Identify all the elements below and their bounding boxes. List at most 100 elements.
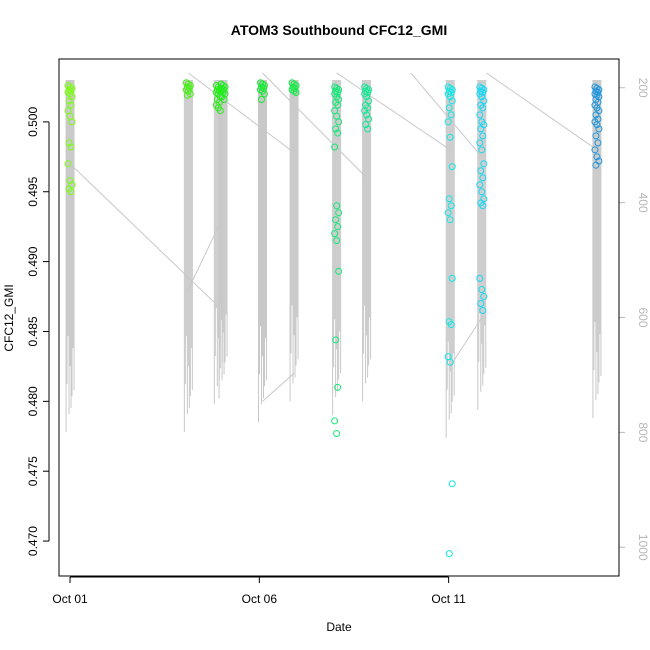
data-point bbox=[364, 125, 372, 133]
data-point bbox=[334, 101, 342, 109]
data-point bbox=[333, 237, 341, 245]
transit-lines bbox=[69, 72, 598, 402]
y-tick-label: 0.470 bbox=[26, 526, 40, 556]
data-point bbox=[332, 125, 340, 133]
data-point bbox=[476, 181, 484, 189]
transit-line bbox=[449, 317, 483, 367]
transit-line bbox=[486, 72, 598, 151]
transit-line bbox=[188, 72, 295, 154]
data-point bbox=[219, 89, 227, 97]
data-point bbox=[67, 188, 75, 196]
data-point bbox=[448, 480, 456, 488]
data-point bbox=[445, 104, 453, 112]
data-point bbox=[290, 87, 298, 95]
x-tick-label: Oct 06 bbox=[242, 592, 278, 606]
data-point bbox=[361, 107, 369, 115]
data-point bbox=[446, 216, 454, 224]
data-point bbox=[365, 115, 373, 123]
data-point bbox=[478, 146, 486, 154]
transit-line bbox=[410, 72, 483, 158]
data-point bbox=[64, 89, 72, 97]
y-tick-label: 0.475 bbox=[26, 456, 40, 486]
data-point bbox=[333, 429, 341, 437]
data-point bbox=[448, 274, 456, 282]
data-point bbox=[446, 133, 454, 141]
data-point bbox=[593, 91, 601, 99]
y-tick-label: 0.495 bbox=[26, 176, 40, 206]
data-point bbox=[331, 417, 339, 425]
data-point bbox=[256, 86, 264, 94]
data-point bbox=[478, 188, 486, 196]
data-point bbox=[212, 89, 220, 97]
data-point bbox=[363, 93, 371, 101]
transit-line bbox=[336, 72, 451, 151]
data-point bbox=[594, 139, 602, 147]
data-point bbox=[477, 167, 485, 175]
data-point bbox=[363, 111, 371, 119]
data-point bbox=[220, 96, 228, 104]
data-point bbox=[592, 111, 600, 119]
data-point bbox=[332, 336, 340, 344]
data-point bbox=[478, 93, 486, 101]
right-tick-label: 800 bbox=[636, 422, 650, 442]
data-point bbox=[334, 383, 342, 391]
right-tick-label: 200 bbox=[636, 78, 650, 98]
transit-line bbox=[262, 373, 295, 402]
y-tick-label: 0.490 bbox=[26, 246, 40, 276]
data-point bbox=[333, 202, 341, 210]
y-tick-label: 0.485 bbox=[26, 316, 40, 346]
right-tick-label: 400 bbox=[636, 193, 650, 213]
data-point bbox=[448, 97, 456, 105]
data-point bbox=[479, 307, 487, 315]
chart-title: ATOM3 Southbound CFC12_GMI bbox=[231, 22, 447, 38]
plot-frame bbox=[58, 58, 620, 577]
y-tick-label: 0.480 bbox=[26, 386, 40, 416]
transit-line bbox=[187, 226, 219, 290]
data-point bbox=[334, 129, 342, 137]
data-point bbox=[476, 274, 484, 282]
data-point bbox=[592, 132, 600, 140]
data-point bbox=[480, 160, 488, 168]
data-point bbox=[67, 143, 75, 151]
data-point bbox=[478, 286, 486, 294]
data-point bbox=[334, 223, 342, 231]
data-point bbox=[479, 174, 487, 182]
x-axis-label: Date bbox=[326, 620, 352, 634]
data-point bbox=[593, 153, 601, 161]
data-point bbox=[448, 163, 456, 171]
data-point bbox=[593, 121, 601, 129]
data-point bbox=[68, 118, 76, 126]
data-point bbox=[592, 161, 600, 169]
right-tick-label: 600 bbox=[636, 307, 650, 327]
data-point bbox=[67, 101, 75, 109]
data-point bbox=[476, 111, 484, 119]
data-point bbox=[447, 320, 455, 328]
transit-line bbox=[69, 163, 219, 307]
data-point bbox=[476, 139, 484, 147]
data-points bbox=[64, 79, 603, 558]
y-tick-label: 0.500 bbox=[26, 107, 40, 137]
data-point bbox=[65, 97, 73, 105]
data-point bbox=[331, 143, 339, 151]
data-point bbox=[445, 550, 453, 558]
data-point bbox=[480, 293, 488, 301]
data-point bbox=[445, 195, 453, 203]
data-point bbox=[479, 104, 487, 112]
data-point bbox=[260, 90, 268, 98]
y-axis-label: CFC12_GMI bbox=[2, 284, 16, 351]
data-point bbox=[479, 132, 487, 140]
x-tick-label: Oct 11 bbox=[431, 592, 466, 606]
data-point bbox=[447, 202, 455, 210]
data-point bbox=[446, 358, 454, 366]
data-point bbox=[446, 93, 454, 101]
right-tick-label: 1000 bbox=[636, 534, 650, 561]
data-point bbox=[591, 146, 599, 154]
data-point bbox=[335, 118, 343, 126]
data-point bbox=[64, 160, 72, 168]
data-point bbox=[66, 177, 74, 185]
data-point bbox=[216, 107, 224, 115]
data-point bbox=[362, 121, 370, 129]
data-point bbox=[444, 118, 452, 126]
